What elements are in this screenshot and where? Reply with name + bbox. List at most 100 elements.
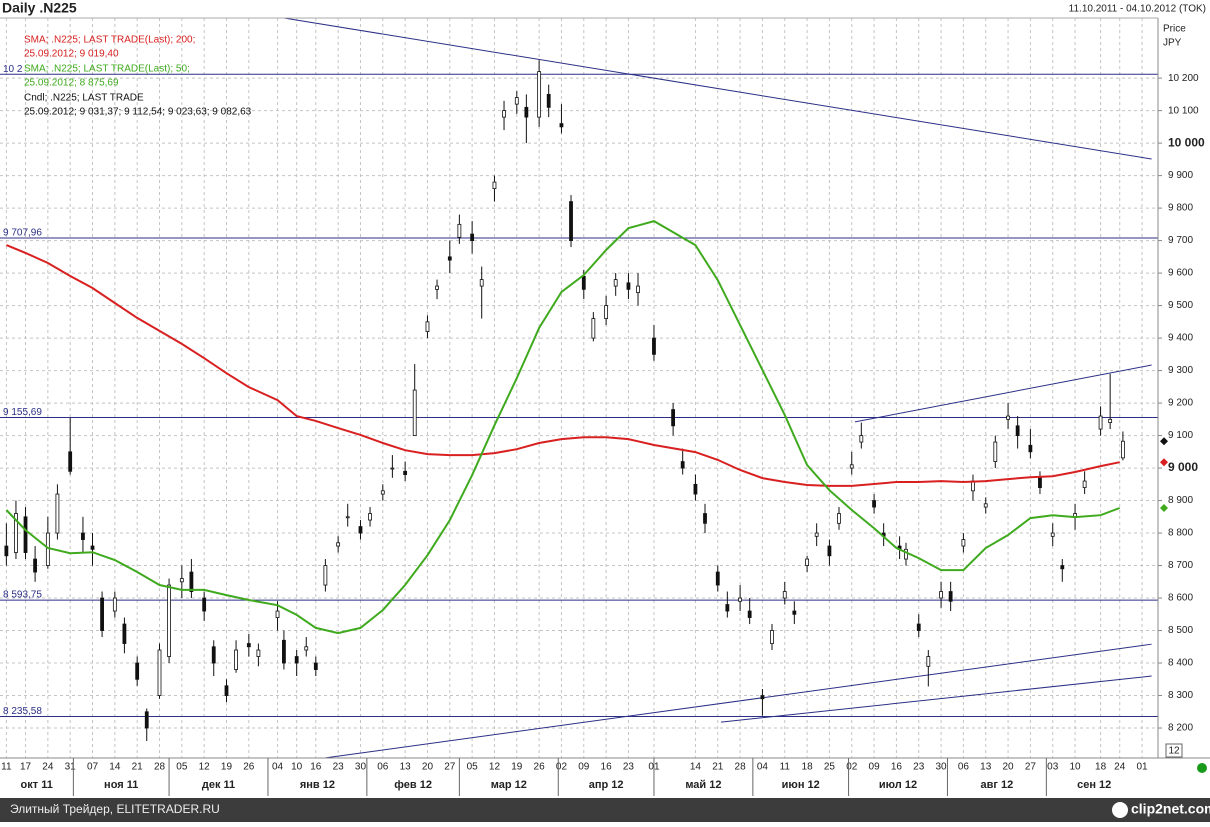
candle-body xyxy=(814,532,819,537)
level-label: 10 2 xyxy=(3,64,23,75)
trendline xyxy=(854,364,1152,423)
x-tick-label: 02 xyxy=(846,762,858,773)
candle-body xyxy=(1015,425,1020,436)
candle-body xyxy=(189,571,194,592)
candle-body xyxy=(33,558,37,573)
grid xyxy=(0,18,1158,758)
candle-body xyxy=(55,493,60,534)
y-tick-label: 8 300 xyxy=(1168,690,1193,701)
candle-body xyxy=(122,623,127,644)
candle-body xyxy=(747,610,752,618)
x-tick-label: 09 xyxy=(578,762,590,773)
y-tick-label: 10 200 xyxy=(1168,73,1199,84)
x-tick-label: 10 xyxy=(1069,762,1081,773)
x-tick-label: 07 xyxy=(87,762,99,773)
x-tick-label: 24 xyxy=(42,762,54,773)
candle-body xyxy=(760,695,765,700)
month-label: апр 12 xyxy=(589,779,624,791)
month-label: фев 12 xyxy=(394,779,432,791)
y-tick-label: 8 900 xyxy=(1168,495,1193,506)
month-label: дек 11 xyxy=(202,779,235,791)
candle-body xyxy=(939,591,943,599)
candle-body xyxy=(336,542,341,547)
x-tick-label: 14 xyxy=(690,762,702,773)
level-label: 9 155,69 xyxy=(3,407,42,418)
candle-body xyxy=(304,646,309,651)
legend-entry: SMA; .N225; LAST TRADE(Last); 50; xyxy=(24,64,190,75)
x-tick-label: 05 xyxy=(176,762,188,773)
x-tick-label: 28 xyxy=(735,762,747,773)
candle-body xyxy=(23,516,28,553)
candle-body xyxy=(849,464,854,469)
candle-body xyxy=(100,597,104,631)
candle-body xyxy=(202,597,207,612)
x-tick-label: 26 xyxy=(534,762,546,773)
candle-body xyxy=(144,711,149,729)
x-tick-label: 01 xyxy=(1136,762,1148,773)
x-tick-label: 04 xyxy=(757,762,769,773)
candle-body xyxy=(591,318,596,339)
month-label: июн 12 xyxy=(782,779,820,791)
candle-body xyxy=(256,649,261,657)
candle-body xyxy=(872,500,876,508)
candle-body xyxy=(738,597,742,602)
y-tick-label: 9 300 xyxy=(1168,365,1193,376)
x-tick-label: 21 xyxy=(132,762,144,773)
candle-body xyxy=(559,123,564,128)
level-label: 8 235,58 xyxy=(3,706,42,717)
candle-body xyxy=(1060,565,1065,570)
candle-body xyxy=(112,597,117,612)
candle-body xyxy=(179,578,184,583)
month-label: май 12 xyxy=(685,779,721,791)
candle-body xyxy=(4,545,9,557)
candle-body xyxy=(457,223,462,238)
x-tick-label: 02 xyxy=(556,762,568,773)
candle-body xyxy=(167,584,171,657)
candle-body xyxy=(1108,418,1113,423)
x-tick-label: 19 xyxy=(511,762,523,773)
trendline xyxy=(720,675,1152,723)
y-tick-label: 8 500 xyxy=(1168,625,1193,636)
plot-area: 10 2 9 707,96 9 155,69 8 593,75 8 235,58 xyxy=(0,17,1158,759)
candle-body xyxy=(425,321,430,332)
candle-body xyxy=(1098,415,1103,430)
x-tick-label: 23 xyxy=(333,762,345,773)
y-tick-label: 8 600 xyxy=(1168,593,1193,604)
axes: 8 200 8 300 8 400 8 500 8 600 8 700 8 800 8 900… xyxy=(1,73,1205,796)
candle-body xyxy=(703,513,707,524)
candle-body xyxy=(837,513,841,524)
candle-body xyxy=(636,285,640,293)
watermark: clip2net.com xyxy=(1131,801,1210,817)
candle-body xyxy=(68,451,73,472)
candle-body xyxy=(345,516,350,519)
candle-body xyxy=(1121,440,1125,459)
period: 11.10.2011 - 04.10.2012 (TOK) xyxy=(1069,4,1206,15)
value-marker xyxy=(1160,437,1168,446)
candle-body xyxy=(671,409,676,427)
candle-body xyxy=(782,591,787,599)
candle-body xyxy=(470,233,475,241)
candle-body xyxy=(770,630,774,644)
value-marker xyxy=(1160,504,1168,513)
legend-entry: SMA; .N225; LAST TRADE(Last); 200; xyxy=(24,35,195,46)
month-label: июл 12 xyxy=(879,779,917,791)
x-tick-label: 11 xyxy=(1,762,12,773)
y-tick-label: 10 000 xyxy=(1168,135,1205,149)
sma-line xyxy=(6,244,1120,487)
candle-body xyxy=(569,201,573,241)
candle-body xyxy=(246,643,251,648)
candle-body xyxy=(224,685,229,696)
candle-body xyxy=(313,662,318,670)
x-tick-label: 24 xyxy=(1114,762,1126,773)
candle-body xyxy=(81,532,85,540)
logo-icon xyxy=(1112,802,1128,818)
x-tick-label: 09 xyxy=(869,762,881,773)
candle-body xyxy=(380,490,385,495)
candle-body xyxy=(479,279,484,287)
month-label: окт 11 xyxy=(21,779,53,791)
x-tick-label: 20 xyxy=(422,762,434,773)
y-tick-label: 9 600 xyxy=(1168,268,1193,279)
candle-body xyxy=(948,591,953,602)
candle-body xyxy=(157,649,162,696)
candle-body xyxy=(983,503,988,508)
